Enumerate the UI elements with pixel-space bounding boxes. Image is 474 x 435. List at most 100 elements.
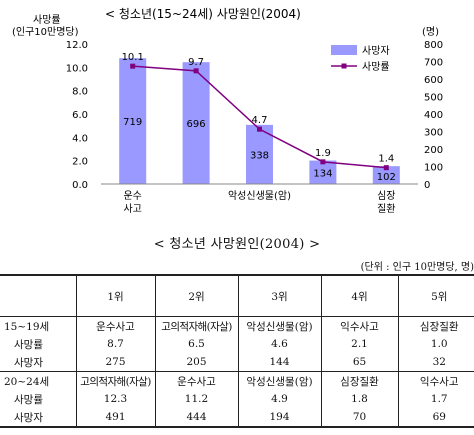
legend-line-label: 사망률 — [362, 61, 390, 73]
cause-cell: 운수사고 — [75, 316, 155, 335]
cause-cell: 심장질환 — [397, 316, 474, 335]
rank-header: 4위 — [320, 274, 398, 317]
line-point — [320, 159, 326, 165]
bar-value-label: 102 — [377, 172, 396, 183]
line-point — [130, 63, 136, 69]
x-axis-labels: 운수 사고 악성신생물(암) 심장 질환 — [123, 190, 395, 215]
left-axis-label: 사망률 — [33, 14, 61, 26]
bar-value-label: 696 — [187, 119, 206, 130]
line-value-label: 9.7 — [188, 57, 204, 68]
value-cell: 491 — [75, 408, 155, 428]
value-cell: 32 — [397, 353, 474, 372]
table-unit: (단위 : 인구 10만명당, 명) — [360, 262, 474, 273]
value-cell: 194 — [237, 408, 321, 428]
x-tick-label: 악성신생물(암) — [228, 190, 291, 202]
right-tick-label: 200 — [424, 145, 443, 156]
value-cell: 8.7 — [75, 335, 155, 353]
value-cell: 6.5 — [154, 335, 238, 353]
value-cell: 275 — [75, 353, 155, 372]
cause-cell: 악성신생물(암) — [237, 371, 321, 390]
right-tick-label: 300 — [424, 128, 443, 139]
row-label: 사망률 — [14, 338, 43, 351]
table-row: 15~19세 운수사고 고의적자해(자살) 악성신생물(암) 익수사고 심장질환 — [0, 316, 474, 335]
table-header-blank — [0, 274, 76, 317]
value-cell: 444 — [154, 408, 238, 428]
x-tick-label: 운수 사고 — [123, 190, 141, 215]
row-label: 사망자 — [0, 353, 76, 372]
legend-bar-swatch — [331, 45, 357, 55]
bar-series: 719 696 338 134 102 — [119, 58, 400, 185]
legend: 사망자 사망률 — [331, 45, 390, 73]
line-point — [383, 165, 389, 171]
cause-cell: 익수사고 — [320, 316, 398, 335]
cause-cell: 고의적자해(자살) — [75, 371, 155, 390]
right-axis-ticks: 0 100 200 300 400 500 600 700 800 — [424, 40, 443, 191]
value-cell: 70 — [320, 408, 398, 428]
table-title: < 청소년 사망원인(2004) > — [153, 237, 321, 252]
table-row: 사망률 8.7 6.5 4.6 2.1 1.0 — [0, 335, 474, 353]
line-value-label: 1.9 — [315, 148, 331, 159]
right-tick-label: 0 — [424, 180, 430, 191]
line-value-label: 1.4 — [378, 154, 394, 165]
table-row: 사망률 12.3 11.2 4.9 1.8 1.7 — [0, 390, 474, 408]
table-row: 사망자 491 444 194 70 69 — [0, 408, 474, 428]
bar-value-label: 338 — [250, 150, 269, 161]
rank-header: 3위 — [237, 274, 321, 317]
table-row: 사망자 275 205 144 65 32 — [0, 353, 474, 372]
cause-cell: 고의적자해(자살) — [154, 316, 238, 335]
cause-cell: 심장질환 — [320, 371, 398, 390]
bar — [246, 124, 273, 184]
cause-cell: 익수사고 — [397, 371, 474, 390]
right-tick-label: 700 — [424, 58, 443, 69]
value-cell: 11.2 — [154, 390, 238, 408]
left-tick-label: 6.0 — [72, 110, 88, 121]
line-point — [257, 126, 262, 132]
value-cell: 69 — [397, 408, 474, 428]
rank-header: 1위 — [75, 274, 155, 317]
value-cell: 205 — [154, 353, 238, 372]
rank-header: 2위 — [154, 274, 238, 317]
value-cell: 1.0 — [397, 335, 474, 353]
left-tick-label: 8.0 — [72, 87, 88, 98]
value-cell: 12.3 — [75, 390, 155, 408]
row-label: 사망자 — [0, 408, 76, 428]
table-row: 20~24세 고의적자해(자살) 운수사고 악성신생물(암) 심장질환 익수사고 — [0, 371, 474, 390]
value-cell: 65 — [320, 353, 398, 372]
row-label: 사망률 — [14, 393, 43, 406]
left-tick-label: 0.0 — [72, 180, 88, 191]
cause-cell: 악성신생물(암) — [237, 316, 321, 335]
bar — [119, 58, 147, 184]
bar — [372, 166, 400, 184]
line-value-label: 4.7 — [252, 115, 268, 126]
cause-cell: 운수사고 — [154, 371, 238, 390]
left-tick-label: 4.0 — [72, 133, 88, 144]
right-tick-label: 500 — [424, 93, 443, 104]
death-cause-chart: < 청소년(15~24세) 사망원인(2004) 사망률 (인구10만명당) (… — [12, 7, 443, 215]
death-cause-table: 1위 2위 3위 4위 5위 15~19세 운수사고 고의적자해(자살) 악성신… — [0, 274, 474, 428]
left-tick-label: 12.0 — [66, 40, 88, 51]
value-cell: 1.8 — [320, 390, 398, 408]
value-cell: 4.9 — [237, 390, 321, 408]
bar-value-label: 134 — [313, 168, 332, 179]
age-group-label: 15~19세 — [4, 320, 50, 333]
left-tick-label: 10.0 — [66, 63, 88, 74]
age-group-label: 20~24세 — [4, 375, 50, 388]
right-tick-label: 400 — [424, 110, 443, 121]
value-cell: 2.1 — [320, 335, 398, 353]
line-value-label: 10.1 — [122, 52, 144, 63]
value-cell: 1.7 — [397, 390, 474, 408]
line-point — [193, 68, 199, 74]
left-axis-unit: (인구10만명당) — [12, 26, 79, 38]
value-cell: 4.6 — [237, 335, 321, 353]
bar-value-label: 719 — [123, 117, 142, 128]
bar — [309, 160, 337, 184]
value-cell: 144 — [237, 353, 321, 372]
legend-bar-label: 사망자 — [362, 45, 390, 57]
left-axis-ticks: 0.0 2.0 4.0 6.0 8.0 10.0 12.0 — [66, 40, 88, 191]
x-tick-label: 심장 질환 — [377, 190, 395, 215]
left-tick-label: 2.0 — [72, 157, 88, 168]
bar — [182, 62, 210, 185]
table-header-row: 1위 2위 3위 4위 5위 — [0, 274, 474, 317]
right-tick-label: 100 — [424, 163, 443, 174]
rank-header: 5위 — [397, 274, 474, 317]
